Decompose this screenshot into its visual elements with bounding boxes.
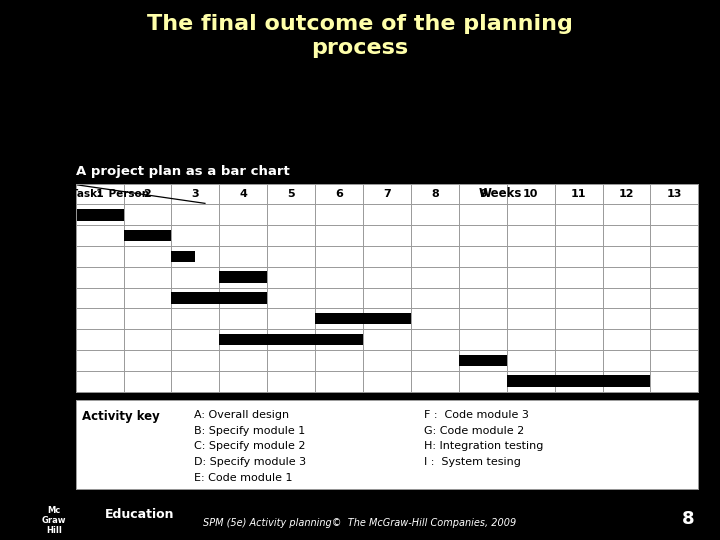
Text: 2: 2 [143, 189, 151, 199]
Text: The final outcome of the planning
process: The final outcome of the planning proces… [147, 14, 573, 58]
Text: 11: 11 [571, 189, 586, 199]
Text: B: Specify module 1: B: Specify module 1 [194, 426, 305, 436]
Text: Education: Education [104, 508, 174, 521]
Text: 9: 9 [479, 189, 487, 199]
Text: D: Specify module 3: D: Specify module 3 [194, 457, 306, 467]
Text: Activity key: Activity key [82, 410, 160, 423]
Text: 7: 7 [383, 189, 391, 199]
Text: C: Specify module 2: C: Specify module 2 [194, 442, 305, 451]
Text: Hill: Hill [46, 525, 62, 535]
Text: Task:  Person: Task: Person [71, 189, 149, 199]
Text: Weeks: Weeks [478, 187, 522, 200]
Bar [220, 334, 363, 345]
Bar [124, 230, 171, 241]
Text: A: Overall design: A: Overall design [194, 410, 289, 420]
Text: F :  Code module 3: F : Code module 3 [424, 410, 529, 420]
Text: E: Code module 1: E: Code module 1 [194, 472, 292, 483]
Text: 4: 4 [239, 189, 247, 199]
Text: 6: 6 [335, 189, 343, 199]
Bar [507, 375, 650, 387]
Text: 8: 8 [431, 189, 438, 199]
Text: I :  System tesing: I : System tesing [424, 457, 521, 467]
Text: 1: 1 [96, 189, 104, 199]
Bar [171, 292, 267, 303]
Text: H: Integration testing: H: Integration testing [424, 442, 544, 451]
Text: 10: 10 [523, 189, 539, 199]
Text: 8: 8 [682, 510, 695, 528]
Text: 3: 3 [192, 189, 199, 199]
Bar [76, 209, 124, 220]
Text: Graw: Graw [42, 516, 66, 525]
Text: Mc: Mc [48, 505, 60, 515]
Bar [315, 313, 411, 325]
Text: 5: 5 [287, 189, 295, 199]
Text: SPM (5e) Activity planning©  The Mc​Graw-Hill Companies, 2009: SPM (5e) Activity planning© The Mc​Graw-… [203, 518, 517, 528]
Text: 12: 12 [618, 189, 634, 199]
Text: G: Code module 2: G: Code module 2 [424, 426, 525, 436]
Text: 13: 13 [667, 189, 682, 199]
Bar [459, 355, 507, 366]
Bar [171, 251, 195, 262]
Text: A project plan as a bar chart: A project plan as a bar chart [76, 165, 289, 178]
Bar [220, 272, 267, 283]
